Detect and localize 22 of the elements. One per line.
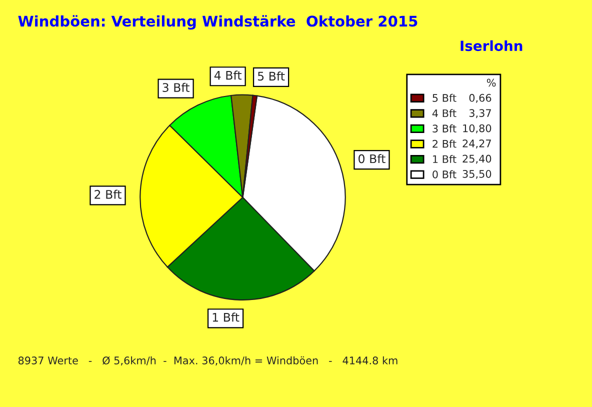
text: 8937 Werte - Ø 5,6km/h - Max. 36,0km/h = Windböen - 4144.8 km xyxy=(18,356,398,366)
chart-subtitle: Iserlohn xyxy=(460,40,522,52)
slice-label: 1 Bft xyxy=(212,312,240,322)
legend-label: 0 Bft xyxy=(432,170,456,178)
data-label: 10,80 xyxy=(463,124,492,134)
legend-label: 2 Bft xyxy=(432,140,456,148)
data-label: 3,37 xyxy=(469,109,491,118)
legend-label: 3 Bft xyxy=(432,124,456,132)
slice-label: 2 Bft xyxy=(94,190,122,199)
legend-label: 4 Bft xyxy=(432,109,456,118)
slice-label: 0 Bft xyxy=(358,154,386,164)
legend-label: 1 Bft xyxy=(433,155,456,163)
slice-label: 3 Bft xyxy=(162,82,190,92)
data-label: 25,40 xyxy=(462,154,492,164)
data-label: 35,50 xyxy=(462,170,492,179)
legend-title: % xyxy=(486,78,496,87)
data-label: 24,27 xyxy=(462,140,491,148)
chart-title: Windböen: Verteilung Windstärke Oktober 2015 xyxy=(18,15,418,30)
data-label: 0,66 xyxy=(469,94,492,103)
legend-label: 5 Bft xyxy=(432,94,456,102)
slice-label: 5 Bft xyxy=(258,72,285,81)
slice-label: 4 Bft xyxy=(214,70,242,80)
